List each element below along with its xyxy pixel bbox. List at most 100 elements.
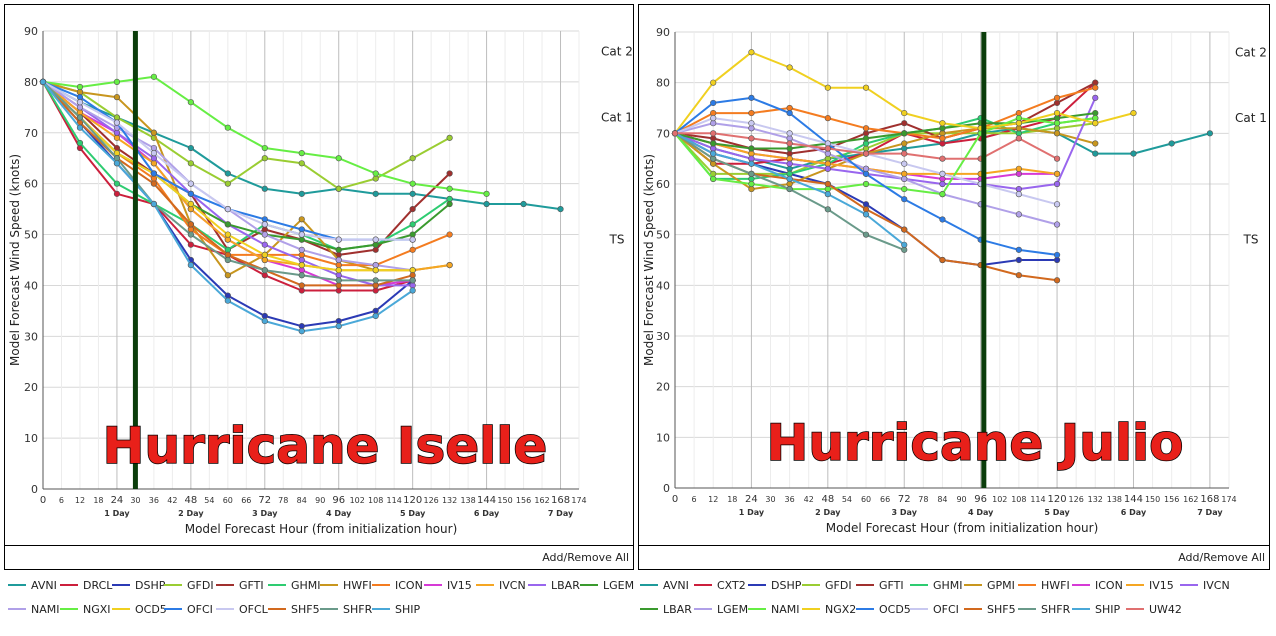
data-point bbox=[862, 180, 870, 188]
legend-item-iv15[interactable]: IV15 bbox=[1126, 578, 1174, 592]
legend-item-iv15[interactable]: IV15 bbox=[424, 578, 472, 592]
legend-item-icon[interactable]: ICON bbox=[372, 578, 423, 592]
legend-item-ngxi[interactable]: NGXI bbox=[60, 602, 111, 616]
series-ocd5 bbox=[671, 94, 1061, 259]
legend-swatch bbox=[424, 584, 442, 586]
x-tick-label: 120 bbox=[403, 495, 422, 506]
legend-item-lgem[interactable]: LGEM bbox=[694, 602, 748, 616]
data-point bbox=[1015, 135, 1022, 142]
legend-label: NAMI bbox=[31, 602, 60, 616]
legend-item-uw42[interactable]: UW42 bbox=[1126, 602, 1182, 616]
data-point bbox=[446, 185, 453, 192]
legend-swatch bbox=[476, 584, 494, 586]
legend-item-lbar[interactable]: LBAR bbox=[640, 602, 692, 616]
legend-swatch bbox=[268, 608, 286, 610]
x-tick-label: 144 bbox=[1124, 494, 1143, 505]
legend-item-ship[interactable]: SHIP bbox=[1072, 602, 1120, 616]
x-tick-label: 72 bbox=[258, 495, 271, 506]
legend-label: NGX2 bbox=[825, 602, 857, 616]
legend-item-icon[interactable]: ICON bbox=[1072, 578, 1123, 592]
x-axis-label: Model Forecast Hour (from initialization… bbox=[185, 522, 458, 536]
data-point bbox=[1053, 99, 1061, 107]
data-point bbox=[748, 94, 755, 101]
legend-item-drcl[interactable]: DRCL bbox=[60, 578, 112, 592]
data-point bbox=[261, 221, 268, 228]
legend-swatch bbox=[112, 608, 130, 610]
legend-item-shfr[interactable]: SHFR bbox=[320, 602, 372, 616]
data-point bbox=[150, 129, 157, 136]
legend-item-gfdi[interactable]: GFDI bbox=[164, 578, 214, 592]
data-point bbox=[261, 185, 268, 192]
legend-item-ocd5[interactable]: OCD5 bbox=[856, 602, 911, 616]
data-point bbox=[261, 251, 268, 259]
legend-item-shf5[interactable]: SHF5 bbox=[268, 602, 320, 616]
data-point bbox=[824, 84, 831, 91]
data-point bbox=[409, 180, 416, 187]
data-point bbox=[39, 78, 47, 85]
legend-item-ofcl[interactable]: OFCL bbox=[216, 602, 268, 616]
y-tick-label: 80 bbox=[24, 76, 38, 89]
category-label: Cat 1 bbox=[1235, 111, 1267, 125]
legend-item-ghmi[interactable]: GHMI bbox=[910, 578, 963, 592]
legend-item-dshp[interactable]: DSHP bbox=[748, 578, 801, 592]
data-point bbox=[372, 246, 379, 253]
legend-swatch bbox=[8, 608, 26, 610]
legend-item-avni[interactable]: AVNI bbox=[640, 578, 689, 592]
legend-item-ivcn[interactable]: IVCN bbox=[1180, 578, 1230, 592]
legend-item-hwfi[interactable]: HWFI bbox=[320, 578, 372, 592]
data-point bbox=[824, 185, 831, 193]
legend-item-lbar[interactable]: LBAR bbox=[528, 578, 580, 592]
data-point bbox=[224, 236, 231, 243]
legend-item-shfr[interactable]: SHFR bbox=[1018, 602, 1070, 616]
legend-item-hwfi[interactable]: HWFI bbox=[1018, 578, 1070, 592]
data-point bbox=[261, 231, 268, 238]
data-point bbox=[409, 267, 416, 274]
data-point bbox=[939, 130, 946, 137]
add-remove-all-link[interactable]: Add/Remove All bbox=[1178, 551, 1265, 564]
data-point bbox=[824, 165, 831, 172]
legend-item-ofci[interactable]: OFCI bbox=[164, 602, 213, 616]
x-tick-label: 60 bbox=[223, 496, 233, 505]
data-point bbox=[224, 256, 231, 264]
legend-item-avni[interactable]: AVNI bbox=[8, 578, 57, 592]
legend-item-ngx2[interactable]: NGX2 bbox=[802, 602, 856, 616]
x-tick-label: 6 bbox=[692, 495, 697, 504]
data-point bbox=[409, 206, 416, 213]
data-point bbox=[901, 241, 908, 248]
data-point bbox=[1015, 109, 1022, 117]
data-point bbox=[1053, 94, 1061, 101]
legend-item-ocd5[interactable]: OCD5 bbox=[112, 602, 167, 616]
data-point bbox=[939, 216, 946, 223]
add-remove-all-link[interactable]: Add/Remove All bbox=[542, 551, 629, 564]
data-point bbox=[824, 150, 831, 157]
x-tick-label: 0 bbox=[40, 495, 46, 506]
legend-item-ofci[interactable]: OFCI bbox=[910, 602, 959, 616]
data-point bbox=[372, 287, 379, 294]
legend-label: LBAR bbox=[663, 602, 692, 616]
legend-item-cxt2[interactable]: CXT2 bbox=[694, 578, 746, 592]
legend-item-ship[interactable]: SHIP bbox=[372, 602, 420, 616]
legend-item-ghmi[interactable]: GHMI bbox=[268, 578, 321, 592]
y-tick-label: 20 bbox=[656, 381, 670, 394]
data-point bbox=[786, 140, 793, 147]
legend-item-lgem[interactable]: LGEM bbox=[580, 578, 634, 592]
legend-swatch bbox=[1072, 584, 1090, 586]
legend-item-ivcn[interactable]: IVCN bbox=[476, 578, 526, 592]
y-tick-label: 30 bbox=[24, 330, 38, 343]
data-point bbox=[76, 83, 84, 91]
legend-item-gfti[interactable]: GFTI bbox=[856, 578, 904, 592]
legend-item-dshp[interactable]: DSHP bbox=[112, 578, 165, 592]
legend-item-gpmi[interactable]: GPMI bbox=[964, 578, 1015, 592]
legend-item-nami[interactable]: NAMI bbox=[748, 602, 800, 616]
data-point bbox=[446, 134, 453, 141]
x-tick-label: 108 bbox=[368, 496, 383, 505]
legend-swatch bbox=[372, 608, 390, 610]
legend-item-shf5[interactable]: SHF5 bbox=[964, 602, 1016, 616]
legend-item-nami[interactable]: NAMI bbox=[8, 602, 60, 616]
data-point bbox=[372, 236, 379, 243]
legend-item-gfdi[interactable]: GFDI bbox=[802, 578, 852, 592]
x-tick-label: 78 bbox=[278, 496, 288, 505]
legend-item-gfti[interactable]: GFTI bbox=[216, 578, 264, 592]
data-point bbox=[187, 200, 194, 208]
x-tick-label: 66 bbox=[880, 495, 890, 504]
